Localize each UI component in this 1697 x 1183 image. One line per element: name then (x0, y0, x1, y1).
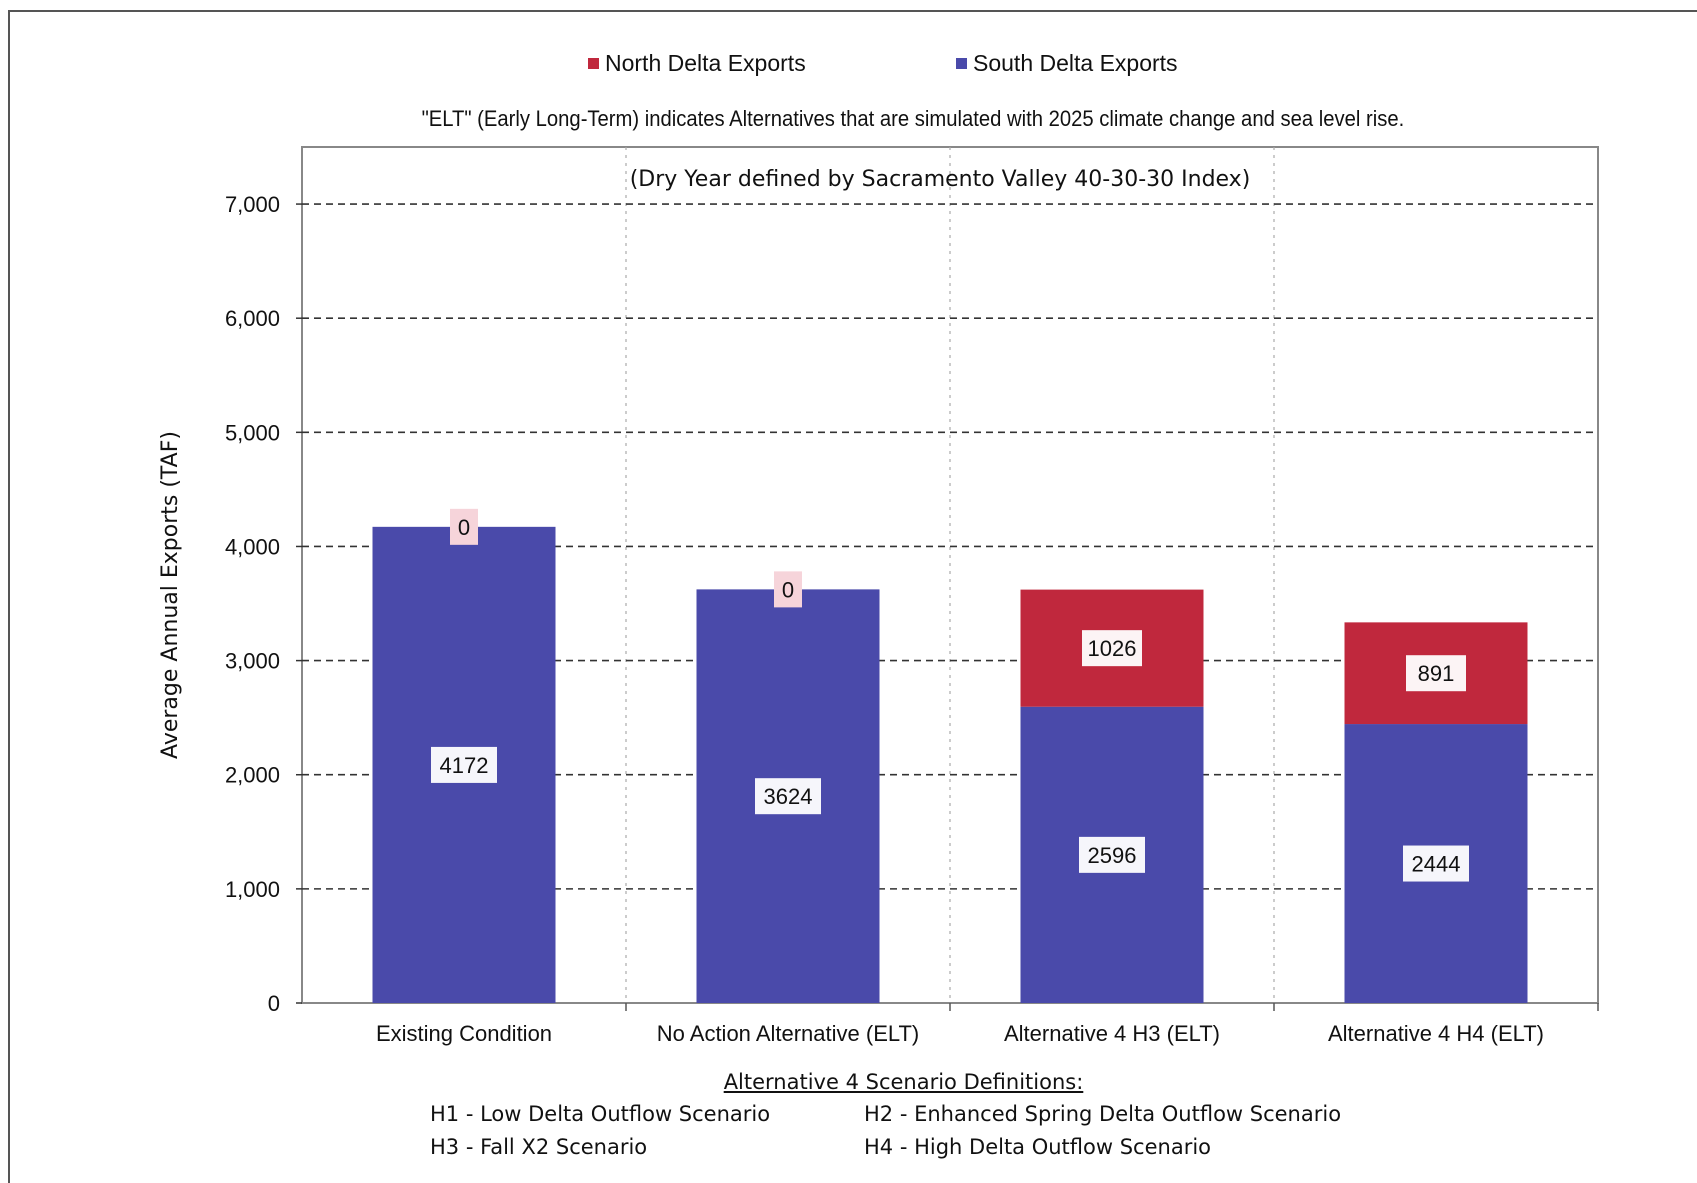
x-category-label: No Action Alternative (ELT) (657, 1021, 920, 1046)
data-label-north: 891 (1418, 661, 1455, 686)
definition-h3: H3 - Fall X2 Scenario (430, 1135, 648, 1159)
data-label-north: 0 (782, 577, 794, 602)
definitions-title: Alternative 4 Scenario Definitions: (723, 1070, 1084, 1094)
legend-swatch-south (956, 58, 967, 69)
x-category-label: Existing Condition (376, 1021, 552, 1046)
y-tick-label: 0 (268, 991, 280, 1016)
y-tick-label: 1,000 (225, 877, 280, 902)
data-label-north-box (1082, 630, 1142, 667)
data-label-north: 0 (458, 515, 470, 540)
figure-frame (8, 10, 1697, 1183)
y-axis-label: Average Annual Exports (TAF) (158, 431, 183, 759)
data-label-south: 4172 (440, 753, 489, 778)
chart-inner-title: (Dry Year defined by Sacramento Valley 4… (630, 167, 1251, 192)
y-tick-label: 3,000 (225, 649, 280, 674)
data-label-south: 3624 (764, 784, 813, 809)
data-label-south: 2444 (1412, 852, 1461, 877)
data-label-south-box (431, 746, 497, 783)
data-label-north-box (450, 508, 478, 545)
data-label-north-box (774, 571, 802, 608)
data-label-north-box (1406, 655, 1466, 692)
x-category-label: Alternative 4 H4 (ELT) (1328, 1021, 1544, 1046)
legend-label-north: North Delta Exports (605, 50, 806, 76)
legend-item-north: North Delta Exports (588, 50, 806, 77)
data-label-south-box (755, 778, 821, 815)
data-label-south-box (1079, 836, 1145, 873)
elt-note: "ELT" (Early Long-Term) indicates Altern… (421, 106, 1405, 131)
y-tick-label: 2,000 (225, 763, 280, 788)
legend-item-south: South Delta Exports (956, 50, 1178, 77)
x-category-label: Alternative 4 H3 (ELT) (1004, 1021, 1220, 1046)
definition-h2: H2 - Enhanced Spring Delta Outflow Scena… (864, 1102, 1342, 1126)
y-tick-label: 7,000 (225, 192, 280, 217)
definition-h1: H1 - Low Delta Outflow Scenario (430, 1102, 771, 1126)
data-label-south-box (1403, 845, 1469, 882)
data-label-north: 1026 (1088, 636, 1137, 661)
legend-label-south: South Delta Exports (973, 50, 1178, 76)
y-tick-label: 5,000 (225, 420, 280, 445)
legend-swatch-north (588, 58, 599, 69)
definition-h4: H4 - High Delta Outflow Scenario (864, 1135, 1212, 1159)
y-tick-label: 4,000 (225, 534, 280, 559)
y-tick-label: 6,000 (225, 306, 280, 331)
data-label-south: 2596 (1088, 843, 1137, 868)
